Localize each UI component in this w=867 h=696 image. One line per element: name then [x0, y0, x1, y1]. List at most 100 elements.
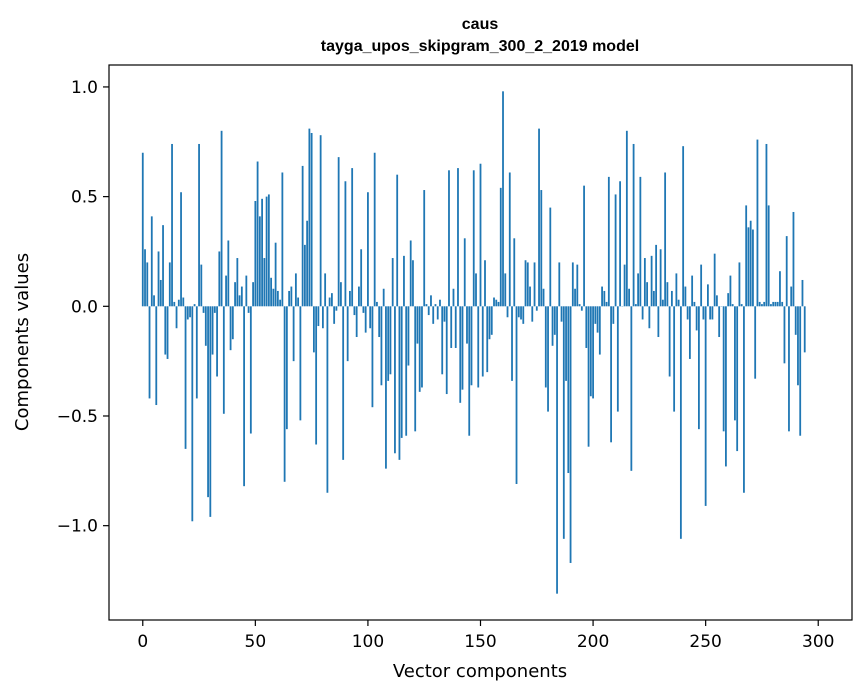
x-tick-label: 250: [689, 632, 721, 652]
bar-component-89: [342, 306, 345, 460]
bar-component-180: [547, 306, 549, 412]
bar-component-241: [684, 286, 687, 307]
bar-component-179: [544, 306, 547, 388]
bar-component-256: [718, 306, 721, 338]
bar-component-291: [797, 306, 799, 386]
bar-component-246: [695, 306, 698, 331]
bar-component-176: [538, 128, 540, 307]
bar-component-67: [292, 306, 295, 362]
bar-component-222: [641, 306, 644, 320]
bar-component-28: [204, 306, 207, 346]
bar-component-269: [747, 227, 750, 307]
bar-component-24: [195, 306, 198, 399]
bar-component-260: [727, 293, 730, 307]
bar-component-270: [749, 220, 752, 307]
bar-component-208: [610, 306, 612, 443]
bar-component-32: [213, 306, 216, 313]
bar-component-272: [754, 306, 757, 379]
bar-component-127: [427, 306, 430, 316]
bar-component-200: [592, 306, 594, 399]
bar-component-205: [603, 290, 606, 307]
bar-component-204: [601, 286, 603, 307]
x-tick-label: 0: [137, 632, 148, 652]
bar-component-10: [164, 306, 167, 355]
bar-component-264: [736, 306, 739, 452]
bar-component-63: [283, 306, 286, 482]
bar-component-22: [191, 306, 194, 522]
bar-component-251: [707, 284, 709, 307]
x-tick-label: 200: [577, 632, 609, 652]
bar-component-11: [166, 306, 169, 359]
bar-component-203: [598, 306, 601, 355]
bar-component-229: [657, 306, 660, 338]
bar-component-230: [659, 249, 662, 307]
bar-component-226: [650, 255, 653, 307]
bar-component-6: [155, 306, 158, 406]
bar-component-108: [385, 306, 387, 469]
bar-component-190: [569, 306, 572, 563]
bar-component-161: [504, 273, 507, 307]
bar-component-263: [734, 306, 736, 421]
bar-component-288: [790, 286, 793, 307]
y-tick-label: −1.0: [57, 517, 98, 537]
bar-component-261: [729, 275, 732, 307]
bar-component-293: [801, 279, 804, 307]
bar-component-55: [265, 196, 268, 307]
bar-component-173: [531, 306, 534, 322]
bar-component-29: [207, 306, 209, 498]
bar-component-62: [281, 172, 284, 307]
bar-component-110: [389, 306, 392, 375]
chart-subtitle: tayga_upos_skipgram_300_2_2019 model: [321, 38, 639, 55]
y-tick-label: 1.0: [71, 78, 98, 98]
bar-component-209: [612, 306, 615, 324]
bar-component-137: [450, 306, 453, 348]
bar-component-3: [148, 306, 151, 399]
bar-component-1: [144, 249, 146, 307]
bar-component-97: [360, 249, 363, 307]
bar-component-36: [222, 306, 225, 414]
bar-component-216: [628, 288, 630, 307]
bar-component-103: [373, 152, 376, 307]
bar-component-117: [405, 306, 408, 436]
bar-component-146: [470, 306, 473, 386]
y-tick-label: −0.5: [57, 407, 98, 427]
bar-component-126: [425, 304, 428, 307]
x-tick-label: 150: [464, 632, 496, 652]
bar-component-182: [551, 306, 554, 346]
bar-component-18: [182, 297, 185, 307]
bar-component-93: [351, 168, 354, 307]
bar-component-30: [209, 306, 212, 517]
bar-component-157: [495, 299, 498, 307]
bar-component-278: [767, 205, 770, 307]
bar-component-87: [337, 157, 340, 307]
bar-component-181: [549, 207, 552, 307]
bar-component-27: [202, 306, 205, 313]
bar-component-175: [535, 306, 538, 311]
bar-component-59: [274, 242, 277, 307]
bar-component-151: [481, 306, 484, 377]
bar-component-274: [758, 301, 761, 307]
bar-component-12: [168, 262, 171, 307]
bar-component-275: [761, 304, 763, 307]
bar-component-102: [371, 306, 374, 408]
bar-component-64: [285, 306, 288, 430]
bar-component-238: [677, 299, 680, 307]
bar-component-149: [477, 306, 480, 388]
bar-component-252: [709, 306, 712, 320]
bar-component-86: [335, 306, 338, 311]
bar-component-38: [227, 240, 230, 307]
bar-component-98: [362, 306, 365, 313]
bar-component-282: [776, 301, 779, 307]
bar-component-131: [436, 306, 439, 320]
bar-component-150: [479, 163, 482, 307]
bar-component-145: [468, 306, 471, 436]
bar-component-248: [700, 264, 703, 307]
bar-component-41: [234, 282, 236, 307]
bar-component-2: [146, 262, 149, 307]
bar-component-82: [326, 306, 329, 493]
bar-component-155: [490, 306, 493, 335]
bar-component-147: [472, 170, 475, 307]
bar-component-243: [688, 306, 691, 359]
x-axis-ticks: 0 50 100 150 200 250 300: [137, 620, 834, 652]
bar-component-56: [267, 194, 270, 307]
